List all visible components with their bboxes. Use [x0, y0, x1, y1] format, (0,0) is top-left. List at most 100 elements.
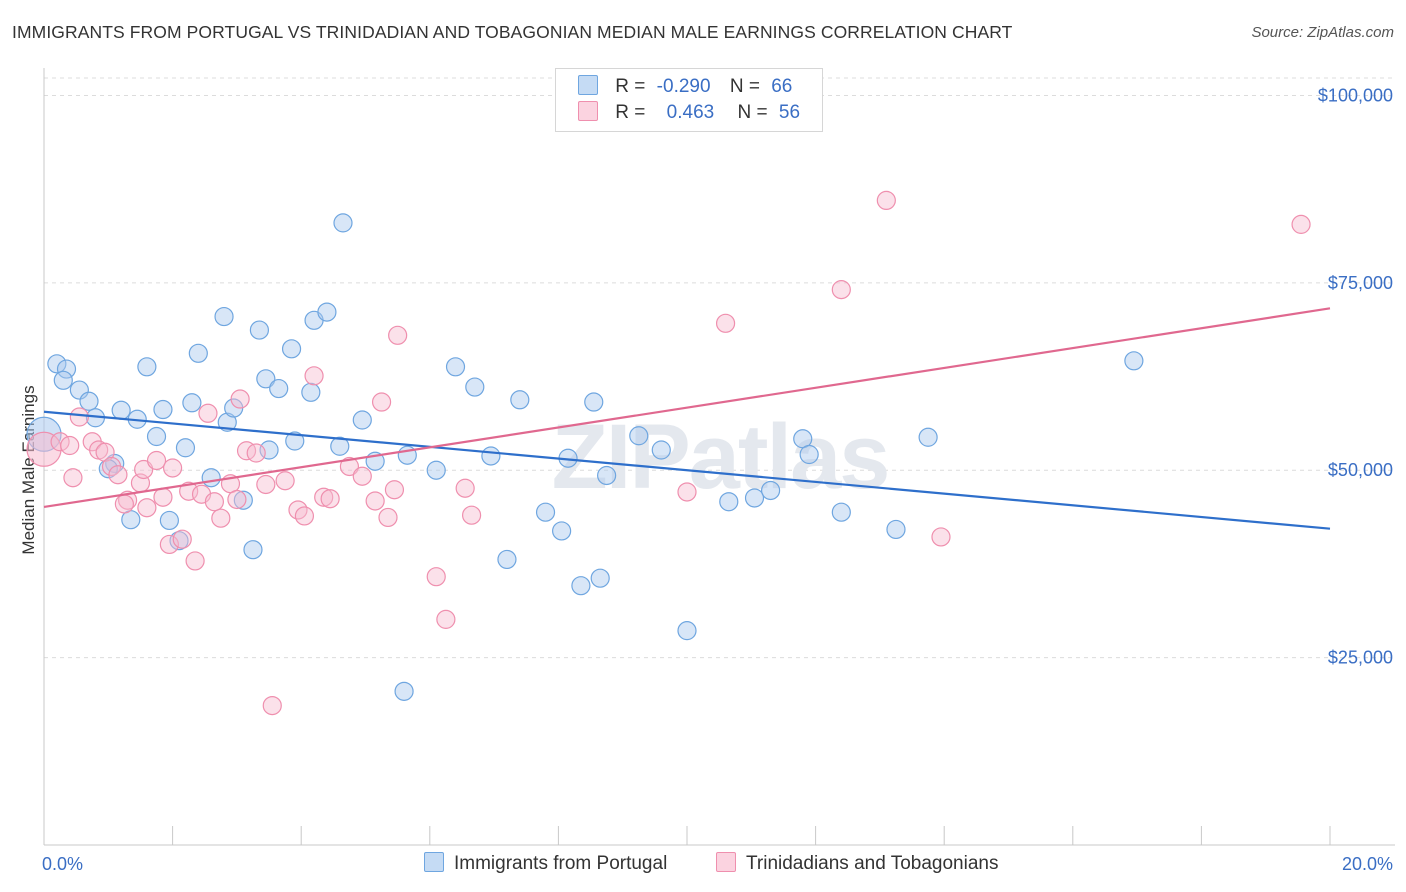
trend-lines: [43, 307, 1331, 530]
trinidad-point-4: [69, 407, 89, 427]
trinidad-point-31: [256, 474, 276, 495]
portugal-point-45: [497, 549, 517, 570]
trinidad-point-2: [60, 435, 80, 456]
portugal-point-62: [831, 502, 851, 522]
portugal-point-65: [1124, 351, 1144, 371]
portugal-point-52: [590, 568, 610, 588]
legend-r-value: 0.463: [666, 102, 715, 123]
trinidad-point-25: [211, 508, 231, 528]
trinidad-point-33: [275, 471, 295, 491]
portugal-point-53: [597, 465, 617, 486]
trinidad-point-40: [352, 466, 372, 486]
y-axis-label: Median Male Earnings: [19, 385, 38, 554]
portugal-point-58: [744, 488, 765, 508]
portugal-point-36: [333, 213, 353, 233]
trinidad-point-19: [172, 529, 192, 549]
trinidad-point-51: [715, 313, 736, 333]
portugal-point-11: [153, 399, 173, 420]
portugal-point-56: [677, 621, 697, 641]
portugal-point-43: [465, 377, 485, 397]
portugal-point-10: [146, 426, 167, 447]
trinidad-point-50: [677, 482, 697, 502]
trinidad-point-46: [426, 567, 446, 587]
trinidad-point-35: [294, 506, 315, 526]
portugal-point-59: [760, 480, 781, 501]
portugal-point-15: [159, 510, 179, 531]
portugal-point-18: [182, 393, 202, 413]
portugal-point-9: [137, 357, 157, 377]
legend-n-label: N =: [729, 76, 760, 97]
portugal-point-54: [629, 426, 649, 446]
portugal-point-17: [169, 531, 189, 551]
trinidad-point-55: [1291, 214, 1311, 234]
portugal-point-46: [510, 390, 530, 410]
trinidad-point-7: [95, 442, 115, 462]
portugal-point-40: [394, 681, 414, 701]
portugal-point-16: [175, 438, 196, 458]
portugal-point-55: [651, 440, 671, 460]
x-tick-label-max: 20.0%: [1342, 854, 1393, 874]
legend-row-trinidad: R = 0.463 N = 56: [578, 101, 800, 127]
portugal-point-50: [571, 576, 591, 596]
trinidad-point-54: [931, 527, 951, 547]
legend-row-portugal: R = -0.290 N = 66: [578, 75, 792, 101]
source-label: Source: ZipAtlas.com: [1251, 24, 1394, 41]
grid-lines: [44, 77, 1395, 659]
portugal-point-29: [269, 378, 289, 399]
trinidad-point-49: [461, 505, 482, 525]
portugal-point-51: [584, 392, 604, 412]
trinidad-point-47: [436, 609, 456, 629]
legend-item-portugal: Immigrants from Portugal: [424, 852, 667, 875]
trinidad-point-48: [455, 478, 475, 498]
portugal-point-63: [886, 519, 906, 540]
trinidad-point-9: [108, 465, 128, 485]
trinidad-point-24: [204, 492, 224, 512]
trinidad-point-14: [137, 498, 157, 518]
portugal-point-48: [552, 521, 572, 541]
portugal-point-41: [426, 460, 446, 480]
portugal-point-3: [53, 370, 73, 390]
trinidad-point-3: [63, 468, 83, 488]
portugal-point-20: [201, 468, 221, 488]
portugal-point-35: [330, 436, 350, 456]
portugal-point-22: [217, 412, 237, 432]
y-tick-label-0: $25,000: [1328, 648, 1393, 668]
trend-line-trinidad: [43, 307, 1331, 509]
legend-swatch-portugal: [424, 852, 444, 872]
portugal-point-34: [317, 302, 337, 322]
legend-n-value: 66: [771, 76, 793, 97]
trend-line-portugal: [43, 410, 1331, 530]
legend-r-value: -0.290: [656, 76, 711, 97]
legend-item-trinidad: Trinidadians and Tobagonians: [716, 852, 998, 875]
portugal-point-25: [243, 540, 263, 560]
portugal-point-37: [352, 410, 372, 430]
legend-swatch-trinidad: [578, 101, 598, 121]
legend-label-trinidad: Trinidadians and Tobagonians: [746, 853, 999, 874]
trinidad-point-1: [50, 432, 70, 452]
legend-r-label: R =: [615, 76, 646, 97]
portugal-point-44: [481, 446, 501, 466]
y-tick-label-1: $50,000: [1328, 460, 1393, 480]
trinidad-point-53: [876, 190, 896, 211]
portugal-point-1: [47, 354, 67, 374]
trinidad-point-43: [378, 507, 398, 528]
series-trinidad-points: [26, 190, 1311, 716]
trinidad-point-44: [384, 480, 405, 500]
series-legend: Immigrants from Portugal Trinidadians an…: [0, 852, 1406, 878]
portugal-point-21: [214, 306, 234, 327]
trinidad-point-37: [314, 487, 334, 507]
portugal-point-13: [98, 459, 118, 479]
series-portugal-points: [26, 213, 1144, 701]
y-tick-label-2: $75,000: [1328, 273, 1393, 293]
trinidad-point-42: [371, 392, 392, 412]
portugal-point-2: [56, 359, 77, 379]
legend-swatch-portugal: [578, 75, 598, 95]
watermark: ZIPatlas: [552, 406, 889, 508]
trinidad-point-18: [163, 458, 183, 478]
legend-n-value: 56: [778, 102, 801, 123]
correlation-legend: R = -0.290 N = 66 R = 0.463 N = 56: [555, 68, 823, 132]
trinidad-point-36: [304, 366, 324, 386]
trinidad-point-52: [831, 280, 851, 300]
trinidad-point-41: [365, 491, 385, 511]
trinidad-point-45: [388, 325, 408, 345]
